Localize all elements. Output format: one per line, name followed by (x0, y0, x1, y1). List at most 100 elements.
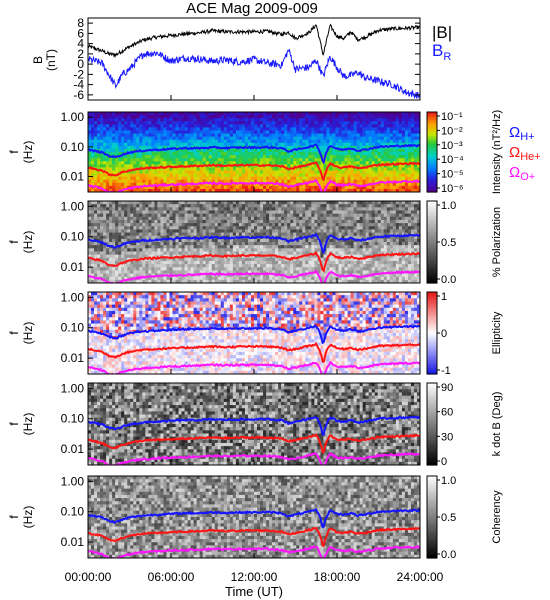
spectrogram-cell (124, 276, 128, 281)
spectrogram-cell (386, 133, 391, 138)
spectrogram-cell (208, 207, 213, 212)
spectrogram-cell (302, 232, 306, 237)
spectrogram-cell (344, 142, 349, 147)
spectrogram-cell (389, 167, 394, 172)
spectrogram-cell (272, 223, 276, 227)
spectrogram-cell (229, 245, 234, 249)
spectrogram-cell (368, 179, 373, 184)
spectrogram-cell (169, 248, 174, 253)
spectrogram-cell (386, 164, 391, 168)
spectrogram-cell (359, 170, 364, 175)
spectrogram-cell (190, 223, 195, 227)
chart-title: ACE Mag 2009-009 (186, 0, 318, 17)
spectrogram-cell (196, 226, 201, 230)
colorbar-tick-label: 10⁻³ (441, 140, 463, 152)
spectrogram-cell (302, 201, 306, 205)
spectrogram-cell (244, 148, 249, 153)
spectrogram-cell (184, 139, 189, 144)
spectrogram-cell (133, 210, 137, 215)
spectrogram-cell (365, 167, 370, 172)
spectrogram-cell (181, 219, 186, 224)
spectrogram-cell (103, 213, 107, 218)
spectrogram-cell (193, 226, 198, 230)
spectrogram-cell (347, 170, 352, 175)
spectrogram-cell (244, 219, 249, 224)
spectrogram-cell (163, 115, 168, 119)
spectrogram-cell (196, 213, 201, 218)
b-ytick-label: -2 (73, 67, 84, 81)
spectrogram-cell (338, 161, 343, 165)
spectrogram-cell (217, 152, 222, 156)
spectrogram-cell (323, 112, 328, 116)
spectrogram-cell (371, 133, 376, 138)
spectrogram-cell (250, 204, 255, 208)
spectrogram-cell (320, 164, 325, 168)
spectrogram-cell (196, 142, 201, 147)
spectrogram-cell (199, 158, 204, 162)
spectrogram-cell (386, 167, 391, 172)
spectrogram-cell (287, 270, 291, 275)
spectrogram-cell (320, 235, 325, 240)
spectrogram-cell (395, 176, 400, 181)
spectrogram-cell (127, 124, 131, 128)
spectrogram-cell (407, 188, 412, 192)
spectrogram-cell (187, 185, 192, 190)
spectrogram-cell (103, 204, 107, 208)
spectrogram-cell (187, 142, 192, 147)
spectrogram-cell (223, 219, 228, 224)
spectrogram-cell (371, 142, 376, 147)
spectrogram-cell (115, 213, 119, 218)
spectrogram-cell (269, 142, 273, 147)
spectrogram-cell (190, 148, 195, 153)
spectrogram-cell (250, 121, 255, 125)
spectrogram-cell (97, 155, 101, 159)
spectrogram-cell (145, 185, 149, 190)
spectrogram-cell (293, 201, 297, 205)
spectrogram-cell (272, 219, 276, 224)
spectrogram-cell (305, 273, 309, 278)
spectrogram-cell (145, 170, 149, 175)
spectrogram-cell (223, 229, 228, 234)
spectrogram-cell (205, 182, 210, 187)
spectrogram-cell (287, 201, 291, 205)
spectrogram-cell (254, 155, 258, 159)
spectrogram-cell (202, 142, 207, 147)
spectrogram-cell (284, 251, 288, 256)
spectrogram-cell (208, 188, 213, 192)
spectrogram-cell (305, 127, 309, 132)
spectrogram-cell (347, 155, 352, 159)
spectrogram-cell (266, 270, 270, 275)
spectrogram-cell (278, 270, 282, 275)
spectrogram-cell (97, 121, 101, 125)
spectrogram-cell (226, 251, 231, 256)
spectrogram-cell (356, 121, 361, 125)
spectrogram-cell (317, 155, 321, 159)
spectrogram-cell (130, 121, 134, 125)
spectrogram-cell (368, 167, 373, 172)
spectrogram-cell (181, 179, 186, 184)
spectrogram-cell (229, 176, 234, 181)
b-ylabel-line1: B (31, 56, 45, 64)
spectrogram-cell (124, 210, 128, 215)
spectrogram-cell (97, 139, 101, 144)
spectrogram-cell (281, 267, 285, 271)
spectrogram-cell (247, 133, 252, 138)
spectrogram-cell (217, 158, 222, 162)
spectrogram-cell (341, 142, 346, 147)
spectrogram-cell (238, 216, 243, 221)
spectrogram-cell (205, 124, 210, 128)
spectrogram-cell (133, 245, 137, 249)
spectrogram-cell (311, 152, 315, 156)
spectrogram-cell (172, 264, 177, 268)
spectrogram-cell (401, 158, 406, 162)
spectrogram-cell (232, 251, 237, 256)
spectrogram-cell (299, 257, 303, 262)
spectrogram-cell (127, 238, 131, 243)
spectrogram-cell (181, 127, 186, 132)
spectrogram-cell (106, 257, 110, 262)
spectrogram-cell (124, 188, 128, 192)
spectrogram-cell (311, 213, 315, 218)
spectrogram-cell (395, 127, 400, 132)
spectrogram-cell (329, 152, 334, 156)
spectrogram-cell (299, 232, 303, 237)
